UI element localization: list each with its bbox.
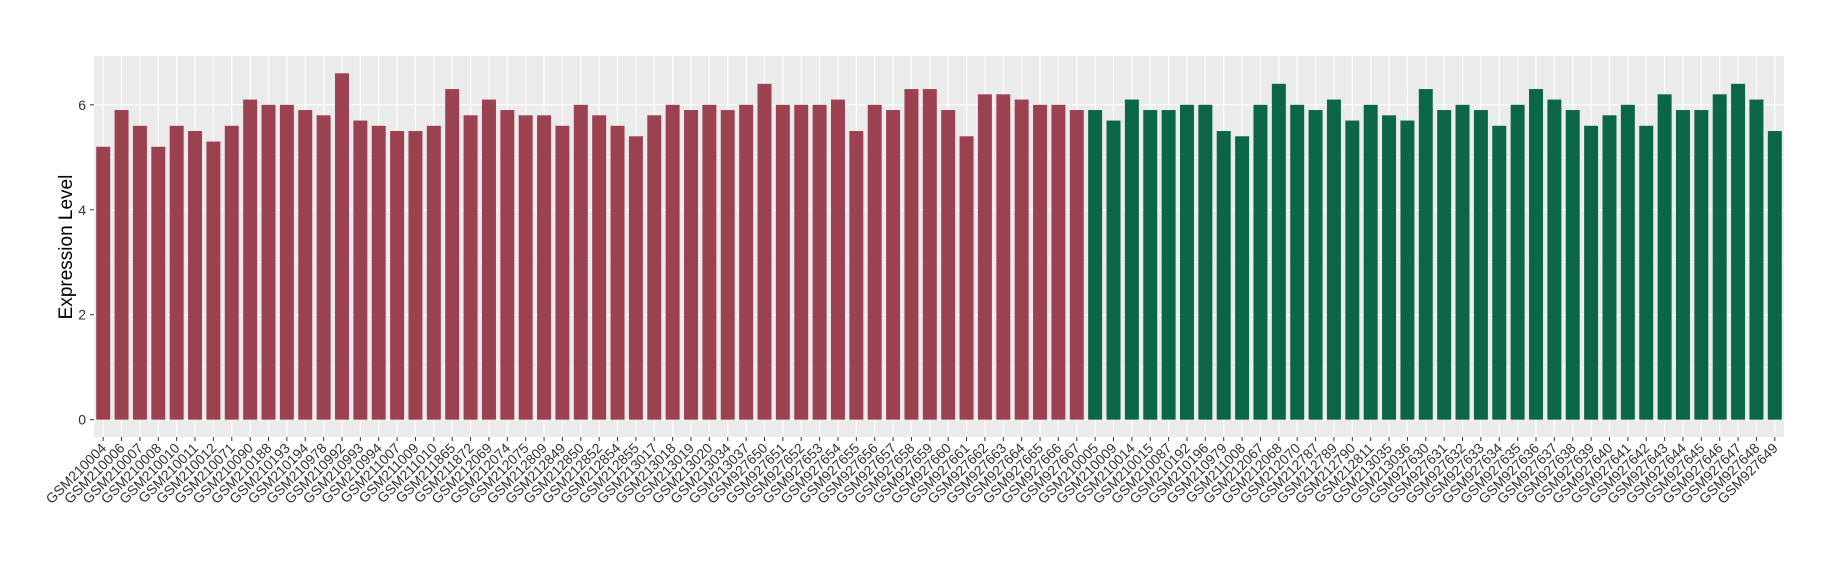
bar — [684, 110, 698, 420]
bar — [922, 89, 937, 420]
bar — [904, 89, 919, 420]
bar — [188, 131, 203, 420]
bar — [1363, 104, 1378, 420]
bar — [1180, 104, 1194, 420]
bar — [1731, 83, 1746, 420]
bar — [849, 131, 864, 420]
bar — [1308, 110, 1323, 420]
bar — [1510, 104, 1525, 420]
bar — [1198, 104, 1213, 420]
bar — [1437, 110, 1452, 420]
bar — [426, 125, 441, 420]
bar — [1639, 125, 1654, 420]
bar — [757, 83, 772, 420]
bar — [1106, 120, 1121, 420]
bar — [1382, 115, 1397, 420]
bar — [1033, 104, 1048, 420]
bar — [298, 110, 313, 420]
bar — [1455, 104, 1470, 420]
y-tick-label: 4 — [78, 202, 86, 218]
bar — [243, 99, 258, 420]
bar — [1712, 94, 1727, 420]
bar — [886, 110, 901, 420]
bar — [1088, 110, 1103, 420]
bar — [1602, 115, 1617, 420]
bar — [132, 125, 147, 420]
bar — [720, 110, 735, 420]
bar — [390, 131, 405, 420]
bar — [1547, 99, 1562, 420]
bar — [481, 99, 496, 420]
bar — [1694, 110, 1709, 420]
y-tick-label: 6 — [78, 97, 86, 113]
bar — [1143, 110, 1158, 420]
bar — [1492, 125, 1507, 420]
bar — [1529, 89, 1543, 420]
bar — [1767, 131, 1782, 420]
bar — [702, 104, 717, 420]
bar — [537, 115, 552, 420]
bar — [316, 115, 331, 420]
bar — [1326, 99, 1341, 420]
bar — [1620, 104, 1635, 420]
bar — [592, 115, 607, 420]
bar — [463, 115, 478, 420]
bar — [867, 104, 882, 420]
bar — [1290, 104, 1305, 420]
bar — [353, 120, 368, 420]
bar — [665, 104, 680, 420]
bar — [96, 146, 111, 420]
bar — [1051, 104, 1066, 420]
bar — [169, 125, 184, 420]
bar — [1271, 83, 1286, 420]
bar — [1473, 110, 1488, 420]
bar — [279, 104, 294, 420]
bar — [775, 104, 790, 420]
bar — [1418, 89, 1433, 420]
bar — [628, 136, 643, 420]
bar — [1345, 120, 1360, 420]
bar — [1216, 131, 1231, 420]
bar — [794, 104, 809, 420]
bar — [555, 125, 570, 420]
bar — [647, 115, 662, 420]
bar — [573, 104, 588, 420]
bar — [408, 131, 423, 420]
y-tick-label: 0 — [78, 412, 86, 428]
bar — [1161, 110, 1176, 420]
bar — [1584, 125, 1599, 420]
bar — [977, 94, 992, 420]
bar — [206, 141, 221, 420]
bar — [1124, 99, 1139, 420]
bar — [1235, 136, 1250, 420]
bar — [812, 104, 827, 420]
bar — [151, 146, 166, 420]
bar — [1749, 99, 1764, 420]
bar — [1253, 104, 1268, 420]
bar — [224, 125, 239, 420]
y-tick-label: 2 — [78, 307, 86, 323]
bar — [941, 110, 956, 420]
bar — [610, 125, 625, 420]
bar — [739, 104, 754, 420]
y-axis-label: Expression Level — [56, 175, 77, 320]
bar — [261, 104, 276, 420]
bar — [1014, 99, 1029, 420]
bar — [1675, 110, 1690, 420]
bar — [1400, 120, 1415, 420]
bar — [335, 73, 349, 420]
bar — [1069, 110, 1084, 420]
bar — [445, 89, 460, 420]
bar — [500, 110, 515, 420]
bar — [371, 125, 386, 420]
bar — [830, 99, 845, 420]
bar — [518, 115, 533, 420]
bar — [1565, 110, 1580, 420]
bar — [114, 110, 129, 420]
bar — [996, 94, 1011, 420]
bar — [959, 136, 974, 420]
bar — [1657, 94, 1672, 420]
